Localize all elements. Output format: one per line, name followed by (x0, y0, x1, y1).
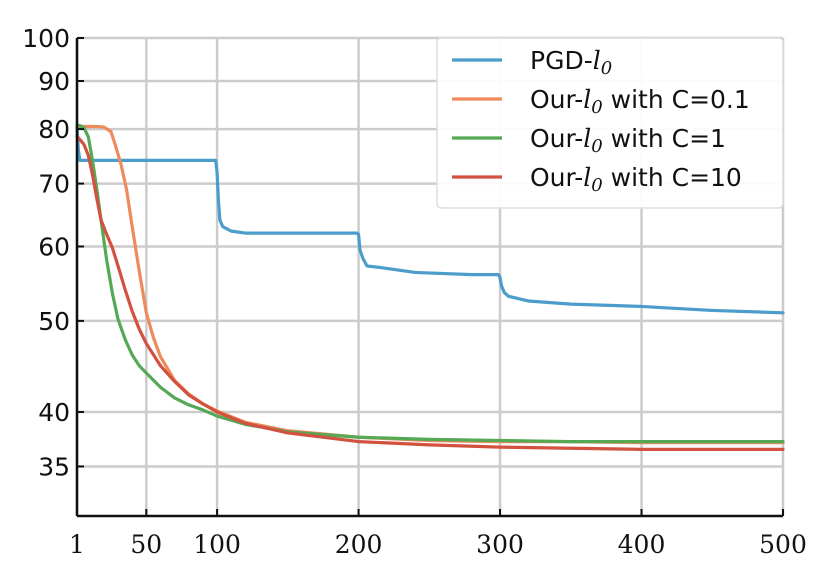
y-tick-label: 60 (38, 232, 70, 261)
legend-label-3: Our-l0 with C=10 (530, 163, 742, 196)
y-tick-label: 35 (38, 452, 70, 481)
tick-labels: 1 50 100 200 300 400 500 35 40 50 60 70 80 90 100 (22, 24, 807, 559)
legend-label-0: PGD-l0 (530, 46, 612, 79)
x-tick-label: 400 (618, 530, 666, 559)
legend-label-1: Our-l0 with C=0.1 (530, 85, 750, 118)
series-line-0 (75, 125, 785, 315)
axes (75, 37, 784, 518)
series-line-2 (75, 123, 785, 444)
legend: PGD-l0 Our-l0 with C=0.1 Our-l0 with C=1 Ou… (436, 37, 784, 209)
y-tick-label: 40 (38, 398, 70, 427)
y-tick-label: 50 (38, 307, 70, 336)
x-tick-label: 200 (335, 530, 383, 559)
series-lines (75, 123, 785, 451)
y-tick-label: 90 (38, 67, 70, 96)
x-tick-label: 300 (476, 530, 524, 559)
x-tick-label: 1 (69, 530, 85, 559)
y-tick-label: 70 (38, 170, 70, 199)
legend-label-2: Our-l0 with C=1 (530, 124, 726, 157)
x-tick-label: 50 (130, 530, 162, 559)
y-tick-label: 80 (38, 115, 70, 144)
series-line-3 (75, 134, 785, 451)
legend-box (436, 37, 784, 209)
y-tick-label: 100 (22, 24, 70, 53)
x-tick-label: 500 (759, 530, 807, 559)
x-tick-label: 100 (193, 530, 241, 559)
